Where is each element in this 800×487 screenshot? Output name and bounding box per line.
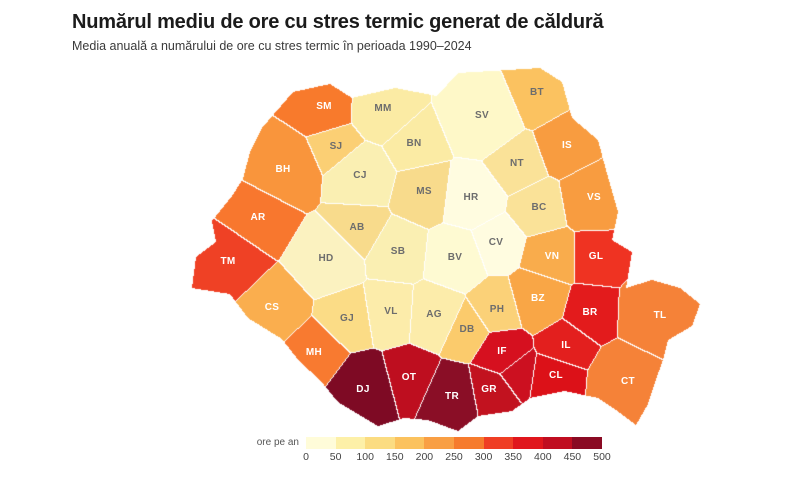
legend-tick-row: 0 50 100 150 200 250 300 350 400 450 500 (303, 451, 611, 465)
legend-tick-400: 400 (534, 451, 552, 463)
legend-tick-0: 0 (303, 451, 309, 463)
legend-scale: 0 50 100 150 200 250 300 350 400 450 500 (303, 437, 611, 465)
header: Numărul mediu de ore cu stres termic gen… (72, 10, 788, 54)
legend-swatch-4 (424, 437, 454, 449)
legend-tick-500: 500 (593, 451, 611, 463)
legend-swatch-9 (572, 437, 602, 449)
legend-tick-200: 200 (415, 451, 434, 463)
legend-tick-100: 100 (356, 451, 374, 463)
legend-tick-350: 350 (504, 451, 522, 463)
legend-swatch-5 (453, 437, 484, 449)
legend-swatch-row (306, 437, 602, 449)
legend-tick-450: 450 (563, 451, 582, 463)
legend-swatch-0 (306, 437, 336, 449)
page-title: Numărul mediu de ore cu stres termic gen… (72, 11, 604, 33)
page-subtitle: Media anuală a numărului de ore cu stres… (72, 39, 472, 53)
legend-swatch-6 (483, 437, 514, 449)
legend-tick-250: 250 (445, 451, 463, 463)
legend-tick-300: 300 (474, 451, 493, 463)
legend-swatch-2 (365, 437, 395, 449)
legend-swatch-8 (542, 437, 573, 449)
legend-tick-150: 150 (386, 451, 404, 463)
legend-swatch-3 (394, 437, 425, 449)
legend-swatch-7 (513, 437, 543, 449)
legend-swatch-1 (335, 437, 366, 449)
legend-tick-50: 50 (329, 451, 342, 463)
color-legend: ore pe an 0 50 100 150 200 250 300 350 400 450 500 (237, 437, 611, 465)
legend-title: ore pe an (256, 437, 299, 448)
